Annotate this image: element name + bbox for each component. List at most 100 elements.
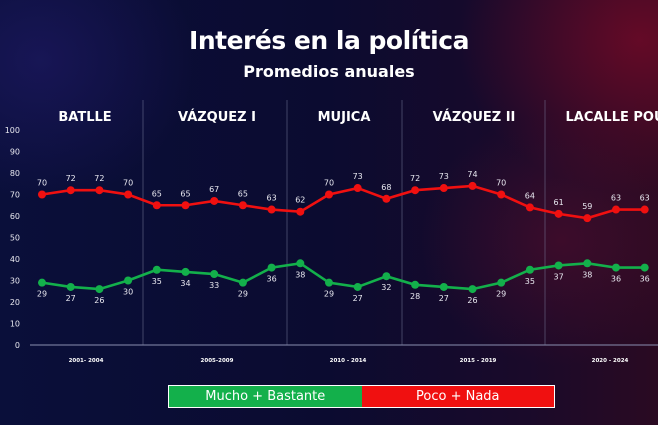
data-label: 73 <box>353 172 363 181</box>
data-point <box>554 209 563 218</box>
y-tick-label: 20 <box>10 298 20 307</box>
data-label: 33 <box>209 281 219 290</box>
data-label: 29 <box>238 290 248 299</box>
data-point <box>468 181 477 190</box>
data-point <box>411 186 420 195</box>
data-point <box>238 278 247 287</box>
data-point <box>497 278 506 287</box>
data-point <box>382 272 391 281</box>
y-tick-label: 70 <box>10 191 20 200</box>
data-label: 73 <box>439 172 449 181</box>
data-point <box>525 203 534 212</box>
data-point <box>411 280 420 289</box>
data-point <box>325 190 333 199</box>
legend: Mucho + Bastante Poco + Nada <box>168 385 555 408</box>
data-label: 32 <box>381 283 391 292</box>
y-tick-label: 80 <box>10 169 20 178</box>
data-point <box>181 201 190 210</box>
chart-title: Interés en la política <box>189 26 469 55</box>
data-point <box>95 285 104 294</box>
data-point <box>554 261 563 270</box>
data-point <box>353 282 362 291</box>
data-point <box>612 205 620 214</box>
data-label: 74 <box>467 170 477 179</box>
data-label: 26 <box>467 296 477 305</box>
data-label: 36 <box>267 275 277 284</box>
data-label: 27 <box>66 294 76 303</box>
data-label: 35 <box>152 277 162 286</box>
y-tick-label: 30 <box>10 277 20 286</box>
data-label: 37 <box>554 272 564 281</box>
period-label: 2015 - 2019 <box>460 358 497 364</box>
data-label: 29 <box>324 290 334 299</box>
data-point <box>583 259 592 268</box>
data-label: 70 <box>496 179 506 188</box>
data-point <box>152 265 161 274</box>
data-point <box>210 196 219 205</box>
data-point <box>296 207 305 216</box>
data-label: 68 <box>381 183 391 192</box>
period-label: 2001- 2004 <box>69 358 104 364</box>
data-label: 63 <box>611 194 621 203</box>
y-tick-label: 10 <box>10 320 20 329</box>
data-label: 38 <box>295 270 305 279</box>
data-label: 30 <box>123 288 133 297</box>
data-label: 36 <box>611 275 621 284</box>
data-point <box>468 285 477 294</box>
period-label: 2005-2009 <box>201 358 234 364</box>
data-label: 29 <box>496 290 506 299</box>
data-label: 70 <box>123 179 133 188</box>
y-tick-label: 0 <box>15 341 20 350</box>
period-label: 2020 - 2024 <box>592 358 629 364</box>
y-tick-label: 50 <box>10 234 20 243</box>
data-point <box>382 194 391 203</box>
period-header: VÁZQUEZ I <box>178 109 256 125</box>
legend-item-mucho-bastante: Mucho + Bastante <box>169 386 362 407</box>
data-point <box>583 214 592 223</box>
data-point <box>267 205 276 214</box>
data-point <box>124 190 133 199</box>
series-line-1 <box>41 184 645 220</box>
data-label: 59 <box>582 202 592 211</box>
y-tick-label: 40 <box>10 255 20 264</box>
data-label: 26 <box>94 296 104 305</box>
period-label: 2010 - 2014 <box>330 358 367 364</box>
data-label: 27 <box>439 294 449 303</box>
data-label: 72 <box>66 174 76 183</box>
data-label: 63 <box>267 194 277 203</box>
data-point <box>640 263 649 272</box>
data-point <box>66 282 75 291</box>
data-label: 29 <box>37 290 47 299</box>
data-label: 65 <box>152 189 162 198</box>
data-label: 35 <box>525 277 535 286</box>
data-label: 70 <box>37 179 47 188</box>
data-point <box>152 201 161 210</box>
data-point <box>210 270 219 279</box>
data-label: 61 <box>554 198 564 207</box>
data-point <box>353 184 362 193</box>
data-label: 38 <box>582 270 592 279</box>
data-point <box>181 267 190 276</box>
data-point <box>497 190 506 199</box>
data-label: 70 <box>324 179 334 188</box>
data-label: 64 <box>525 191 535 200</box>
data-label: 62 <box>295 196 305 205</box>
y-tick-label: 100 <box>5 126 20 135</box>
data-point <box>525 265 534 274</box>
data-point <box>612 263 620 272</box>
period-header: BATLLE <box>58 110 111 125</box>
data-point <box>95 186 104 195</box>
legend-item-poco-nada: Poco + Nada <box>361 386 554 407</box>
data-point <box>325 278 333 287</box>
period-header: MUJICA <box>318 110 371 125</box>
data-point <box>38 278 46 287</box>
y-tick-label: 60 <box>10 212 20 221</box>
data-point <box>439 184 448 193</box>
data-point <box>38 190 46 199</box>
data-label: 63 <box>640 194 650 203</box>
data-label: 65 <box>180 189 190 198</box>
data-label: 28 <box>410 292 420 301</box>
y-tick-label: 90 <box>10 148 20 157</box>
data-label: 67 <box>209 185 219 194</box>
